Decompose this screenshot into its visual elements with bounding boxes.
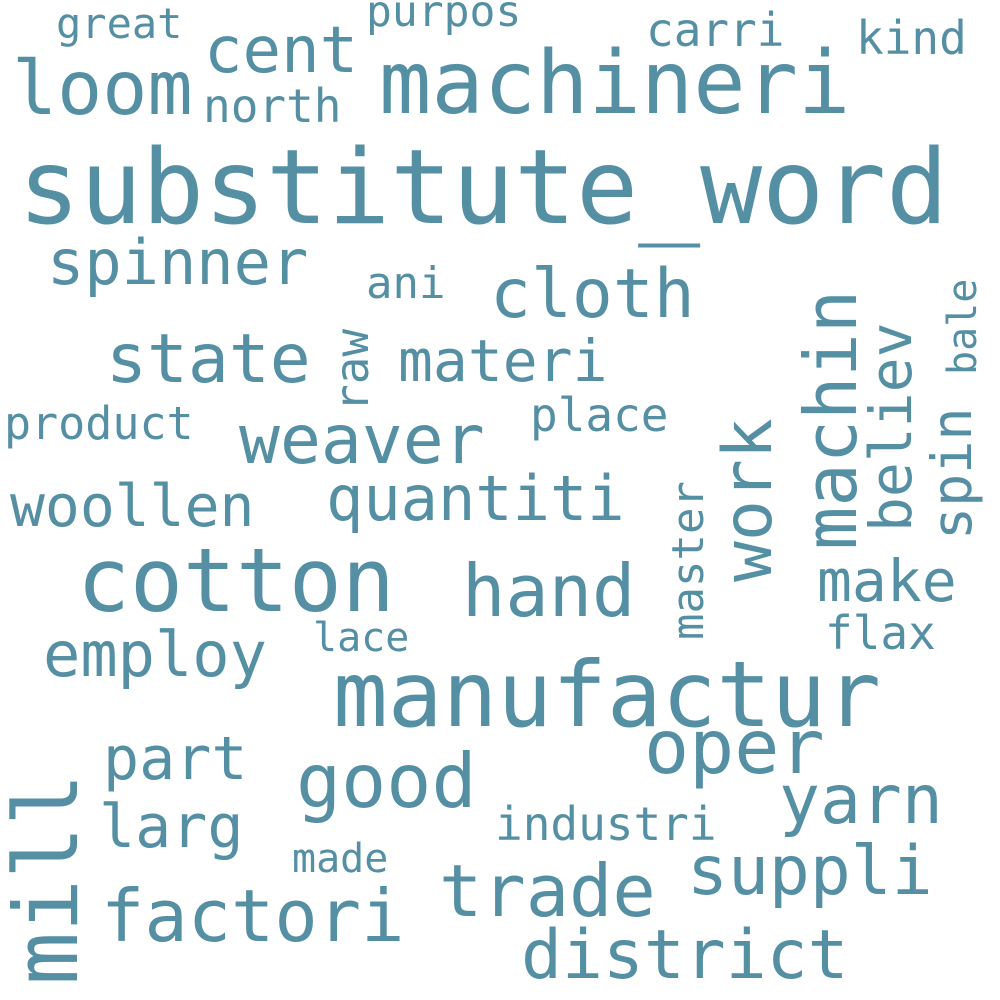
word-loom: loom [12, 44, 193, 132]
word-cent: cent [204, 14, 359, 88]
word-purpos: purpos [366, 0, 522, 37]
word-great: great [56, 0, 183, 48]
word-bale: bale [940, 278, 986, 375]
word-mill: mill [0, 773, 98, 985]
word-cotton: cotton [77, 529, 395, 632]
word-woollen: woollen [10, 472, 255, 540]
word-substitute-word: substitute_word [18, 128, 949, 248]
word-kind: kind [856, 11, 967, 65]
word-weaver: weaver [239, 401, 485, 480]
word-spinner: spinner [47, 226, 309, 299]
word-industri: industri [495, 797, 717, 851]
word-believ: believ [857, 322, 925, 532]
word-place: place [530, 388, 669, 442]
word-work: work [709, 418, 788, 582]
word-factori: factori [101, 874, 405, 958]
word-part: part [103, 724, 248, 794]
word-raw: raw [325, 328, 379, 412]
word-spin: spin [920, 407, 984, 540]
word-larg: larg [99, 792, 244, 862]
word-district: district [521, 916, 849, 995]
word-state: state [106, 320, 311, 399]
word-hand: hand [462, 549, 636, 633]
word-make: make [817, 547, 957, 615]
word-manufactur: manufactur [333, 643, 881, 748]
word-flax: flax [825, 606, 936, 660]
word-materi: materi [398, 327, 608, 395]
word-quantiti: quantiti [326, 462, 625, 535]
word-trade: trade [439, 849, 656, 933]
word-lace: lace [313, 615, 410, 661]
word-made: made [292, 836, 389, 882]
word-cloth: cloth [490, 255, 695, 334]
word-carri: carri [646, 3, 785, 57]
word-suppli: suppli [687, 832, 933, 911]
word-employ: employ [43, 618, 267, 691]
word-master: master [663, 481, 714, 640]
word-machineri: machineri [379, 32, 851, 134]
word-north: north [203, 79, 342, 133]
word-ani: ani [366, 258, 446, 309]
word-oper: oper [644, 703, 825, 791]
word-yarn: yarn [779, 761, 943, 840]
word-product: product [4, 397, 194, 450]
word-good: good [296, 737, 477, 825]
